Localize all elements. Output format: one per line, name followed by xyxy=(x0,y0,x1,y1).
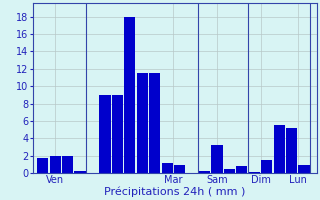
Bar xyxy=(249,172,260,173)
Bar xyxy=(224,169,235,173)
Bar xyxy=(286,128,297,173)
Bar xyxy=(112,95,123,173)
X-axis label: Précipitations 24h ( mm ): Précipitations 24h ( mm ) xyxy=(104,186,245,197)
Bar xyxy=(162,163,173,173)
Bar xyxy=(137,73,148,173)
Bar xyxy=(274,125,285,173)
Bar xyxy=(75,171,86,173)
Bar xyxy=(62,156,73,173)
Bar xyxy=(236,166,247,173)
Bar xyxy=(149,73,160,173)
Bar xyxy=(37,158,48,173)
Bar xyxy=(212,145,223,173)
Bar xyxy=(261,160,272,173)
Bar xyxy=(50,156,61,173)
Bar xyxy=(299,165,310,173)
Bar xyxy=(124,17,135,173)
Bar xyxy=(199,171,210,173)
Bar xyxy=(174,165,185,173)
Bar xyxy=(100,95,111,173)
